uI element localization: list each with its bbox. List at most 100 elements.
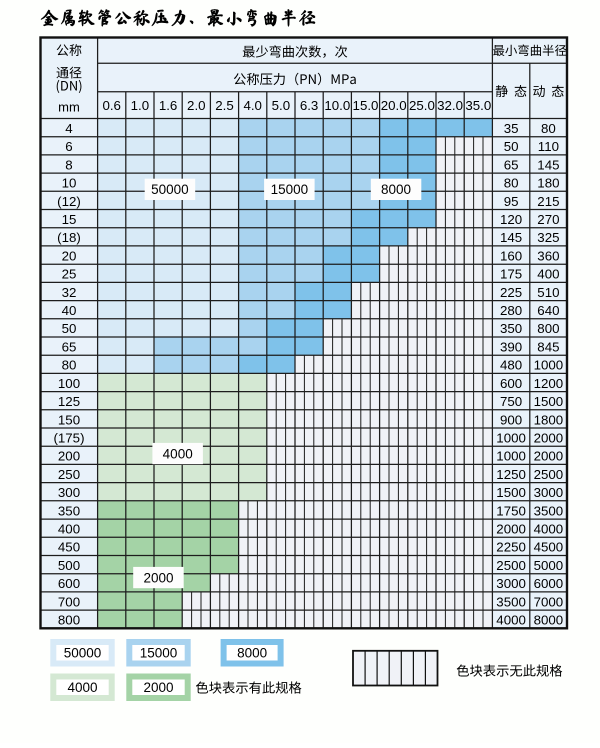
svg-text:120: 120 (500, 212, 522, 227)
svg-text:600: 600 (500, 376, 522, 391)
svg-text:8000: 8000 (381, 182, 411, 197)
svg-text:2250: 2250 (496, 540, 526, 555)
svg-text:125: 125 (58, 394, 80, 409)
svg-text:1200: 1200 (534, 376, 564, 391)
svg-text:3500: 3500 (496, 594, 526, 609)
svg-text:20.0: 20.0 (381, 98, 407, 113)
svg-text:2500: 2500 (496, 558, 526, 573)
svg-text:50000: 50000 (64, 646, 102, 661)
svg-text:750: 750 (500, 394, 522, 409)
svg-text:400: 400 (58, 522, 80, 537)
svg-text:270: 270 (537, 212, 559, 227)
svg-text:8000: 8000 (534, 613, 564, 628)
svg-text:350: 350 (58, 503, 80, 518)
svg-text:2000: 2000 (143, 680, 173, 695)
svg-text:145: 145 (537, 157, 559, 172)
svg-text:80: 80 (504, 176, 519, 191)
svg-text:160: 160 (500, 248, 522, 263)
svg-text:1000: 1000 (496, 449, 526, 464)
svg-text:2.0: 2.0 (187, 98, 206, 113)
svg-text:15000: 15000 (271, 182, 309, 197)
svg-text:2500: 2500 (534, 467, 564, 482)
svg-text:1750: 1750 (496, 503, 526, 518)
svg-text:900: 900 (500, 412, 522, 427)
svg-text:800: 800 (537, 321, 559, 336)
svg-text:10: 10 (62, 176, 77, 191)
svg-text:390: 390 (500, 339, 522, 354)
svg-text:1250: 1250 (496, 467, 526, 482)
svg-text:50: 50 (504, 139, 519, 154)
svg-text:5000: 5000 (534, 558, 564, 573)
svg-text:(175): (175) (53, 431, 84, 446)
svg-text:1000: 1000 (534, 358, 564, 373)
svg-text:145: 145 (500, 230, 522, 245)
svg-text:6.3: 6.3 (300, 98, 319, 113)
svg-text:95: 95 (504, 194, 519, 209)
svg-text:4000: 4000 (496, 613, 526, 628)
svg-text:300: 300 (58, 485, 80, 500)
svg-text:7000: 7000 (534, 594, 564, 609)
svg-text:450: 450 (58, 540, 80, 555)
svg-text:325: 325 (537, 230, 559, 245)
svg-text:640: 640 (537, 303, 559, 318)
svg-text:215: 215 (537, 194, 559, 209)
svg-text:3000: 3000 (534, 485, 564, 500)
svg-text:4.0: 4.0 (243, 98, 262, 113)
svg-text:250: 250 (58, 467, 80, 482)
svg-text:4000: 4000 (163, 446, 193, 461)
svg-text:500: 500 (58, 558, 80, 573)
svg-text:180: 180 (537, 176, 559, 191)
svg-text:845: 845 (537, 339, 559, 354)
svg-text:4: 4 (65, 121, 72, 136)
svg-text:600: 600 (58, 576, 80, 591)
svg-text:0.6: 0.6 (102, 98, 121, 113)
svg-text:80: 80 (62, 358, 77, 373)
svg-text:10.0: 10.0 (324, 98, 350, 113)
svg-text:1500: 1500 (534, 394, 564, 409)
svg-text:25.0: 25.0 (409, 98, 435, 113)
svg-text:1000: 1000 (496, 431, 526, 446)
svg-text:65: 65 (62, 339, 77, 354)
svg-text:32: 32 (62, 285, 77, 300)
svg-text:700: 700 (58, 594, 80, 609)
svg-text:280: 280 (500, 303, 522, 318)
svg-text:40: 40 (62, 303, 77, 318)
svg-text:8000: 8000 (237, 646, 267, 661)
svg-text:65: 65 (504, 157, 519, 172)
svg-text:35.0: 35.0 (465, 98, 491, 113)
svg-text:6: 6 (65, 139, 72, 154)
svg-text:1.0: 1.0 (131, 98, 150, 113)
svg-text:8: 8 (65, 157, 72, 172)
svg-text:3000: 3000 (496, 576, 526, 591)
svg-text:175: 175 (500, 267, 522, 282)
svg-text:1800: 1800 (534, 412, 564, 427)
svg-text:360: 360 (537, 248, 559, 263)
svg-text:50: 50 (62, 321, 77, 336)
svg-text:mm: mm (58, 99, 80, 114)
svg-text:(18): (18) (57, 230, 81, 245)
svg-text:480: 480 (500, 358, 522, 373)
svg-text:100: 100 (58, 376, 80, 391)
svg-text:2.5: 2.5 (215, 98, 234, 113)
svg-text:2000: 2000 (534, 431, 564, 446)
svg-text:110: 110 (538, 139, 559, 154)
svg-text:200: 200 (58, 449, 80, 464)
svg-text:5.0: 5.0 (272, 98, 291, 113)
svg-text:50000: 50000 (151, 182, 189, 197)
svg-text:1500: 1500 (496, 485, 526, 500)
svg-text:2000: 2000 (534, 449, 564, 464)
svg-text:15: 15 (62, 212, 77, 227)
svg-text:32.0: 32.0 (437, 98, 463, 113)
svg-text:4500: 4500 (534, 540, 564, 555)
svg-text:150: 150 (58, 412, 80, 427)
svg-text:6000: 6000 (534, 576, 564, 591)
svg-text:400: 400 (537, 267, 559, 282)
svg-text:225: 225 (500, 285, 522, 300)
svg-text:350: 350 (500, 321, 522, 336)
svg-text:1.6: 1.6 (159, 98, 178, 113)
svg-text:80: 80 (541, 121, 556, 136)
svg-text:3500: 3500 (534, 503, 564, 518)
svg-text:15000: 15000 (140, 646, 178, 661)
svg-text:510: 510 (537, 285, 559, 300)
svg-text:35: 35 (504, 121, 519, 136)
